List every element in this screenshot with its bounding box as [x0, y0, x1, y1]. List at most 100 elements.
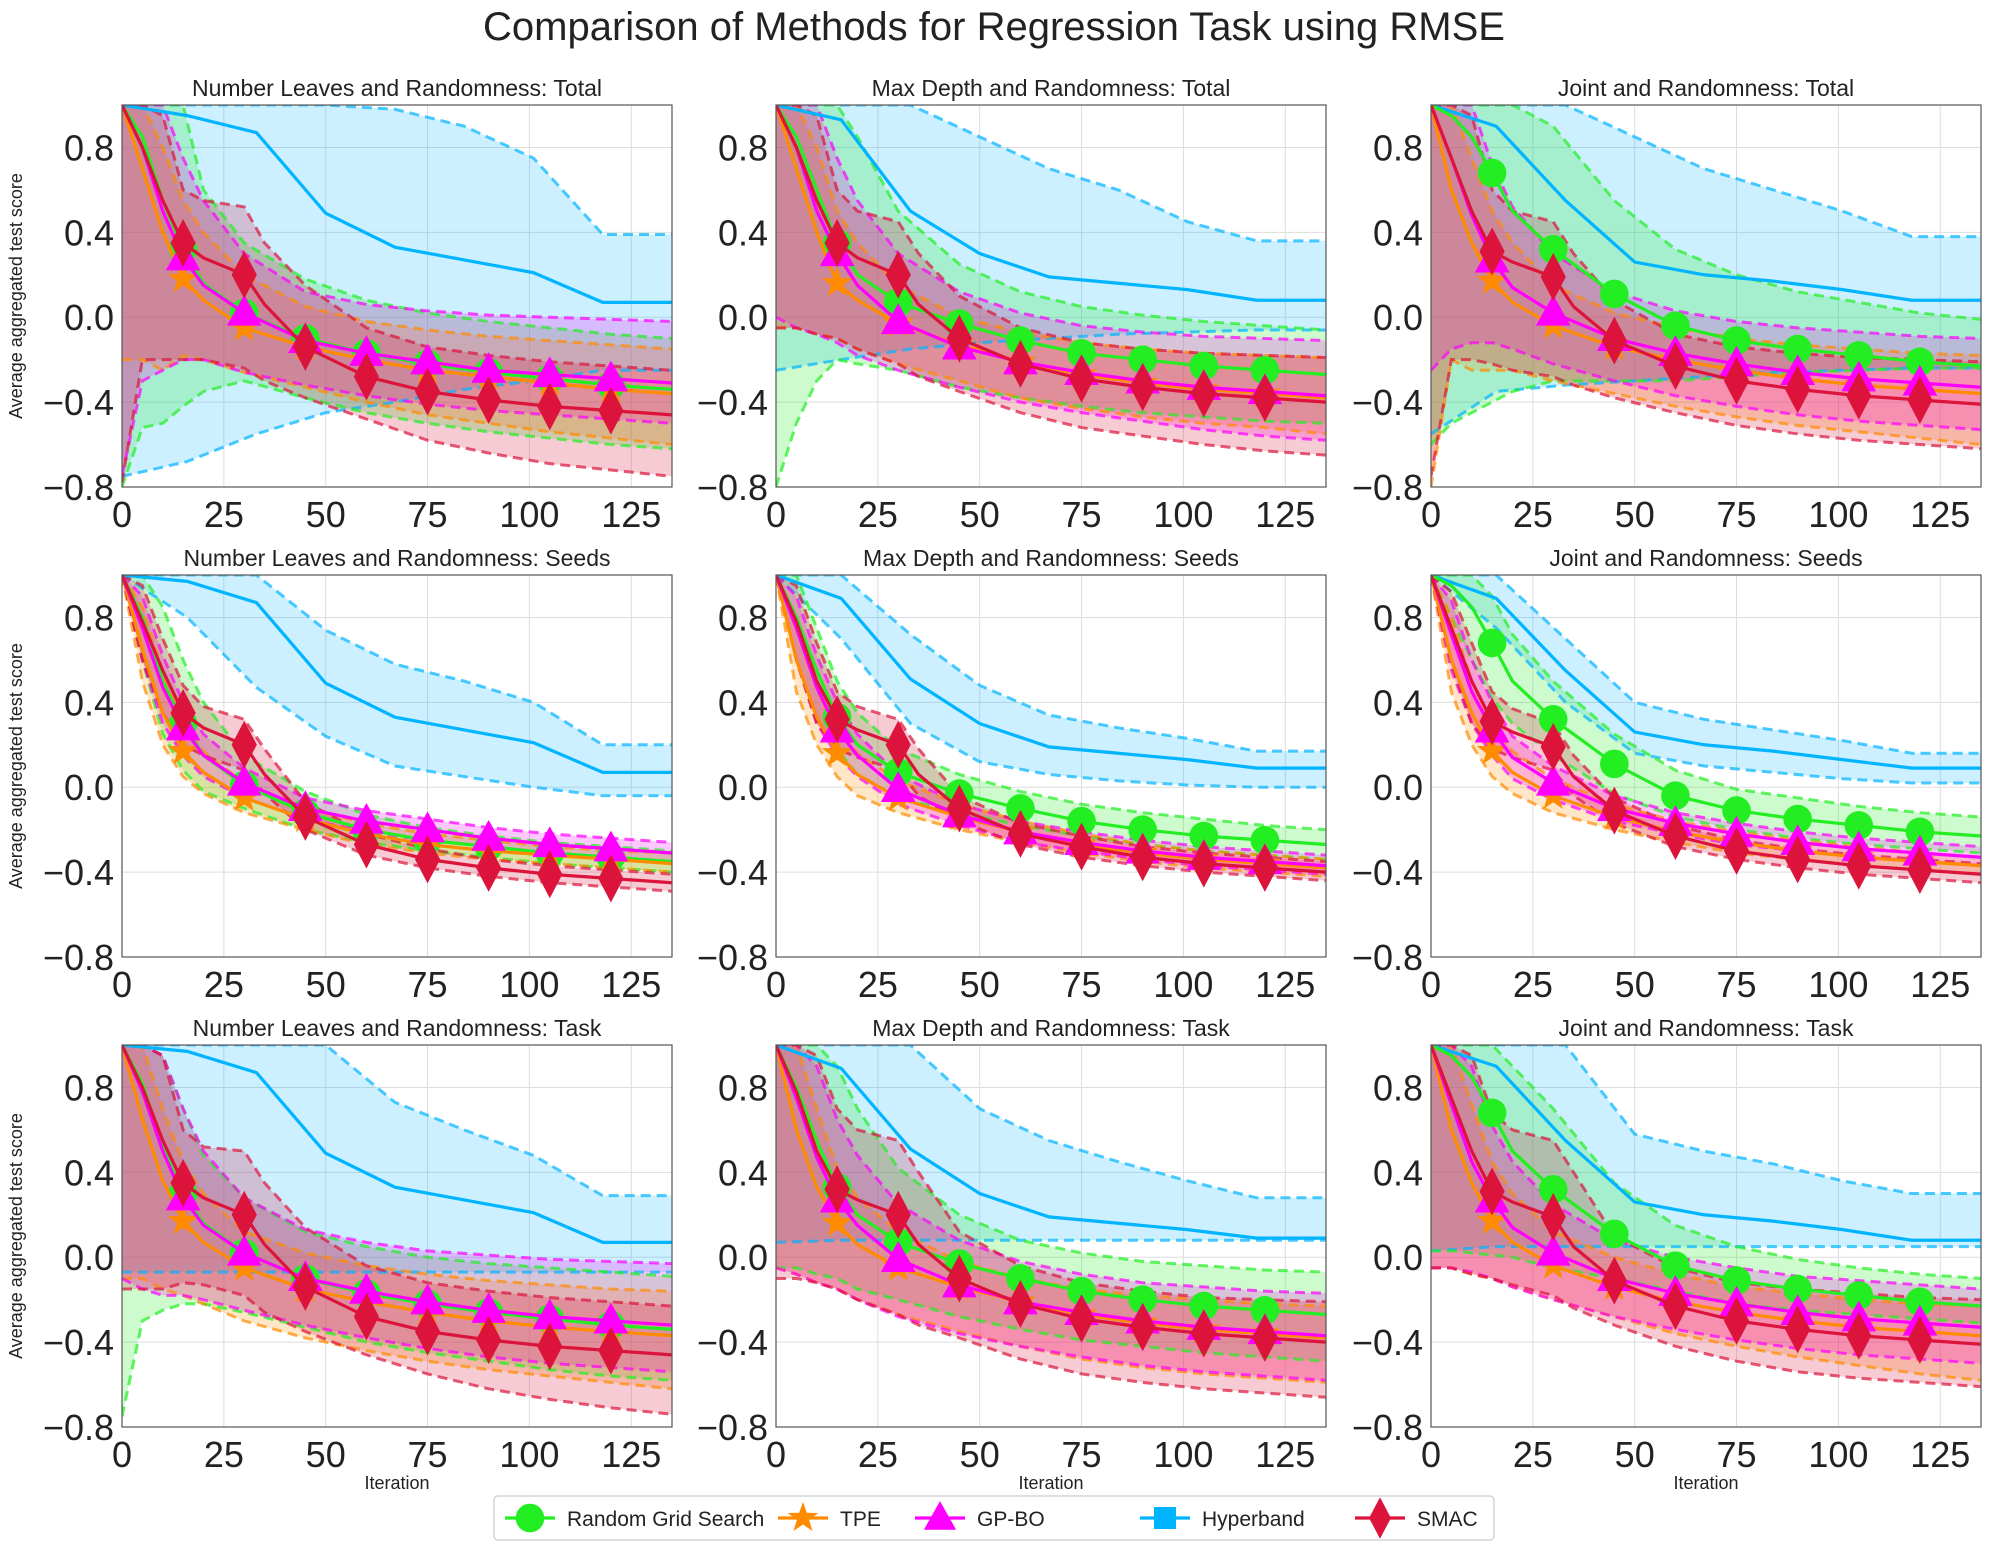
- upper-bound-hyperband: [122, 1045, 672, 1198]
- y-tick-label: 0.0: [718, 297, 768, 338]
- marker-gp-bo: [1535, 1234, 1571, 1266]
- band-hyperband: [776, 105, 1326, 371]
- marker-tpe: [1476, 1205, 1508, 1235]
- marker-random-grid-search: [1538, 705, 1568, 734]
- marker-gp-bo: [410, 811, 445, 843]
- y-tick-label: 0.8: [1373, 597, 1423, 638]
- x-tick-label: 50: [960, 1434, 1000, 1475]
- upper-bound-hyperband: [776, 575, 1326, 753]
- marker-random-grid-search: [1661, 781, 1690, 811]
- legend-marker-square: [1154, 1507, 1176, 1529]
- band-gp-bo: [122, 1045, 672, 1372]
- x-tick-label: 75: [408, 964, 448, 1005]
- marker-tpe: [228, 781, 260, 811]
- legend-label: GP-BO: [977, 1508, 1045, 1531]
- y-tick-label: −0.4: [43, 852, 114, 893]
- marker-gp-bo: [349, 335, 384, 366]
- marker-tpe: [167, 262, 199, 293]
- marker-smac: [1846, 841, 1872, 890]
- marker-random-grid-search: [1189, 1291, 1219, 1321]
- upper-bound-hyperband: [122, 105, 672, 236]
- y-axis-label: Average aggregated test score: [6, 643, 26, 889]
- x-tick-label: 50: [960, 494, 1000, 535]
- band-random-grid-search: [122, 575, 672, 873]
- axes-frame: [1430, 574, 1982, 958]
- x-tick-label: 0: [766, 494, 786, 535]
- legend-marker-star: [787, 1501, 819, 1532]
- x-tick-label: 25: [204, 964, 244, 1005]
- y-tick-label: 0.4: [1373, 682, 1423, 723]
- marker-tpe: [228, 1251, 260, 1281]
- marker-smac: [170, 1158, 196, 1207]
- axes-frame: [775, 574, 1327, 958]
- axes-frame: [121, 574, 673, 958]
- lower-bound-hyperband: [122, 575, 672, 798]
- marker-smac: [1723, 1296, 1750, 1345]
- lower-bound-gp-bo: [1431, 341, 1981, 432]
- x-tick-label: 75: [408, 494, 448, 535]
- marker-random-grid-search: [1477, 158, 1507, 188]
- line-hyperband: [776, 1045, 1326, 1240]
- marker-random-grid-search: [1006, 1264, 1035, 1293]
- marker-smac: [1601, 1256, 1627, 1305]
- y-tick-label: 0.4: [64, 682, 114, 723]
- marker-random-grid-search: [1250, 355, 1280, 385]
- y-tick-label: 0.8: [1373, 1067, 1423, 1108]
- y-tick-label: −0.4: [43, 1322, 114, 1363]
- x-tick-label: 25: [858, 964, 898, 1005]
- y-tick-label: 0.4: [64, 1152, 114, 1193]
- band-hyperband: [122, 105, 672, 477]
- y-tick-label: −0.8: [43, 467, 114, 508]
- marker-random-grid-search: [1600, 279, 1629, 309]
- marker-random-grid-search: [1783, 1274, 1812, 1304]
- y-tick-label: −0.4: [697, 1322, 768, 1363]
- marker-tpe: [821, 267, 853, 297]
- line-hyperband: [122, 105, 672, 304]
- marker-smac: [1601, 786, 1627, 835]
- y-tick-label: −0.4: [697, 382, 768, 423]
- marker-gp-bo: [349, 802, 384, 834]
- marker-smac: [353, 820, 380, 869]
- marker-smac: [824, 695, 850, 744]
- marker-smac: [1130, 1303, 1156, 1352]
- x-tick-label: 25: [1513, 1434, 1553, 1475]
- figure-title: Comparison of Methods for Regression Tas…: [483, 5, 1505, 49]
- marker-smac: [1068, 1294, 1095, 1343]
- y-tick-label: 0.4: [1373, 212, 1423, 253]
- y-tick-label: 0.8: [64, 597, 114, 638]
- marker-smac: [1785, 1305, 1811, 1354]
- marker-tpe: [167, 1205, 199, 1235]
- marker-gp-bo: [593, 360, 629, 392]
- subplot-5: 0 25 50 75 100 125 −0.8 −0.4 0.0 0.4 0.8 Max Depth …: [697, 545, 1327, 1005]
- y-tick-label: −0.4: [43, 382, 114, 423]
- x-tick-label: 50: [306, 1434, 346, 1475]
- axes-frame: [121, 104, 673, 488]
- x-tick-label: 75: [1062, 494, 1102, 535]
- band-smac: [1431, 1045, 1981, 1387]
- marker-smac: [1785, 365, 1811, 414]
- marker-smac: [885, 1190, 911, 1239]
- upper-bound-hyperband: [776, 105, 1326, 243]
- upper-bound-gp-bo: [776, 105, 1326, 343]
- marker-gp-bo: [349, 1272, 384, 1304]
- y-tick-label: −0.8: [697, 937, 768, 978]
- marker-gp-bo: [880, 771, 916, 802]
- x-tick-label: 50: [306, 964, 346, 1005]
- marker-tpe: [167, 735, 199, 765]
- x-tick-label: 75: [408, 1434, 448, 1475]
- upper-bound-smac: [122, 105, 672, 372]
- marker-smac: [1846, 1311, 1872, 1360]
- x-tick-label: 100: [1153, 964, 1213, 1005]
- axes-frame: [775, 1044, 1327, 1428]
- marker-smac: [1785, 835, 1811, 884]
- band-smac: [122, 1045, 672, 1415]
- legend-label: TPE: [840, 1508, 881, 1531]
- x-tick-label: 50: [1615, 494, 1655, 535]
- y-tick-label: 0.0: [64, 297, 114, 338]
- subplot-9: 0 25 50 75 100 125 −0.8 −0.4 0.0 0.4 0.8 Joint and …: [1352, 1015, 1982, 1493]
- legend-entry: Hyperband: [1140, 1507, 1305, 1531]
- subplot-title: Joint and Randomness: Total: [1558, 75, 1854, 101]
- upper-bound-smac: [122, 1045, 672, 1308]
- marker-smac: [598, 854, 624, 903]
